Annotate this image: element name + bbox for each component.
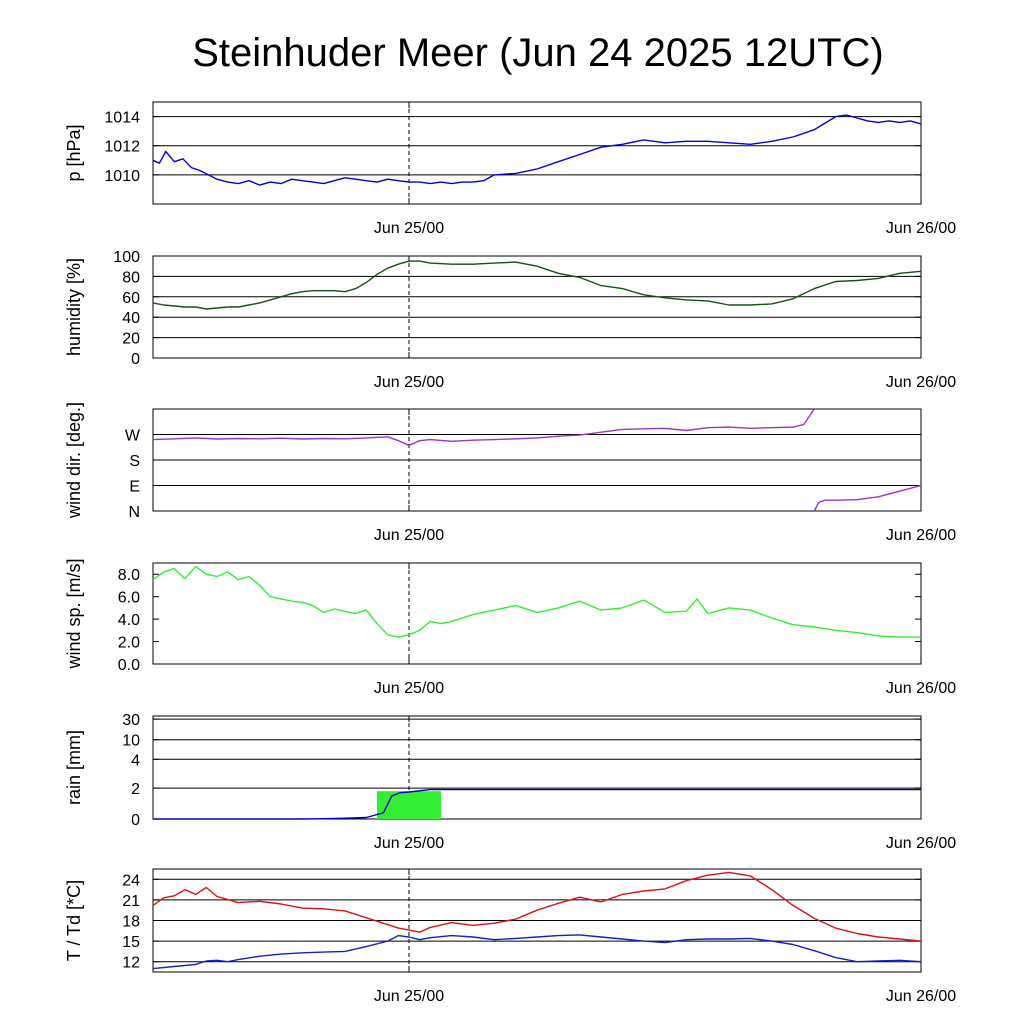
y-tick-label: W [125, 428, 141, 445]
x-tick-label: Jun 26/00 [886, 220, 956, 237]
series-line [152, 114, 922, 186]
y-tick-label: 15 [122, 934, 140, 951]
x-tick-label: Jun 26/00 [886, 527, 956, 544]
y-tick-label: 2 [131, 781, 140, 798]
panel-4: 0.0 2.0 4.0 6.0 8.0 Jun 25/00 Jun 26/00 wind sp… [64, 558, 956, 697]
y-tick-label: 1014 [104, 110, 140, 127]
x-tick-label: Jun 26/00 [886, 988, 956, 1005]
panel-1: 1010 1012 1014 Jun 25/00 Jun 26/00 p [hPa] [64, 101, 956, 237]
panel-frame [152, 715, 922, 820]
panel-5: 0 2 4 10 30 Jun 25/00 Jun 26/00 rain [mm] [64, 712, 956, 852]
series-line [813, 484, 922, 512]
series-line [152, 408, 815, 446]
x-tick-label: Jun 25/00 [374, 988, 444, 1005]
x-tick-label: Jun 25/00 [374, 220, 444, 237]
panel-frame [152, 101, 922, 205]
y-axis-label: wind sp. [m/s] [64, 558, 84, 669]
y-tick-label: 1010 [104, 168, 140, 185]
y-tick-label: 1012 [104, 139, 140, 156]
series-line [152, 565, 921, 638]
y-tick-label: 12 [122, 955, 140, 972]
y-tick-label: 4.0 [118, 612, 140, 629]
y-tick-label: 0.0 [118, 657, 140, 674]
y-tick-label: 4 [131, 752, 140, 769]
y-tick-label: 100 [113, 249, 140, 266]
y-axis-label: p [hPa] [64, 124, 84, 181]
y-tick-label: 0 [131, 812, 140, 829]
y-axis-label: wind dir. [deg.] [64, 402, 84, 519]
series-line [152, 260, 922, 310]
x-tick-label: Jun 26/00 [886, 680, 956, 697]
y-tick-label: 10 [122, 733, 140, 750]
y-tick-label: 18 [122, 914, 140, 931]
panel-frame [152, 255, 922, 359]
x-tick-label: Jun 26/00 [886, 835, 956, 852]
y-tick-label: 24 [122, 872, 140, 889]
x-tick-label: Jun 25/00 [374, 374, 444, 391]
y-axis-label: T / Td [*C] [64, 880, 84, 961]
y-tick-label: 8.0 [118, 567, 140, 584]
y-tick-label: N [128, 504, 140, 521]
x-tick-label: Jun 25/00 [374, 527, 444, 544]
panel-2: 0 20 40 60 80 100 Jun 25/00 Jun 26/00 humidity [… [64, 249, 956, 391]
y-axis-label: rain [mm] [64, 730, 84, 805]
y-tick-label: 60 [122, 290, 140, 307]
y-tick-label: E [129, 479, 140, 496]
chart-title: Steinhuder Meer (Jun 24 2025 12UTC) [192, 31, 883, 75]
series-line [152, 934, 922, 970]
y-tick-label: 40 [122, 310, 140, 327]
panel-6: 12 15 18 21 24 Jun 25/00 Jun 26/00 T / Td [*C] [64, 868, 956, 1005]
panel-frame [152, 562, 922, 665]
y-tick-label: 21 [122, 893, 140, 910]
y-tick-label: 0 [131, 351, 140, 368]
y-axis-label: humidity [%] [64, 258, 84, 356]
y-tick-label: 80 [122, 269, 140, 286]
x-tick-label: Jun 25/00 [374, 835, 444, 852]
y-tick-label: 20 [122, 331, 140, 348]
x-tick-label: Jun 25/00 [374, 680, 444, 697]
series-line [153, 788, 921, 820]
series-line [152, 871, 922, 942]
x-tick-label: Jun 26/00 [886, 374, 956, 391]
y-tick-label: S [129, 453, 140, 470]
y-tick-label: 2.0 [118, 635, 140, 652]
y-tick-label: 6.0 [118, 590, 140, 607]
y-tick-label: 30 [122, 712, 140, 729]
